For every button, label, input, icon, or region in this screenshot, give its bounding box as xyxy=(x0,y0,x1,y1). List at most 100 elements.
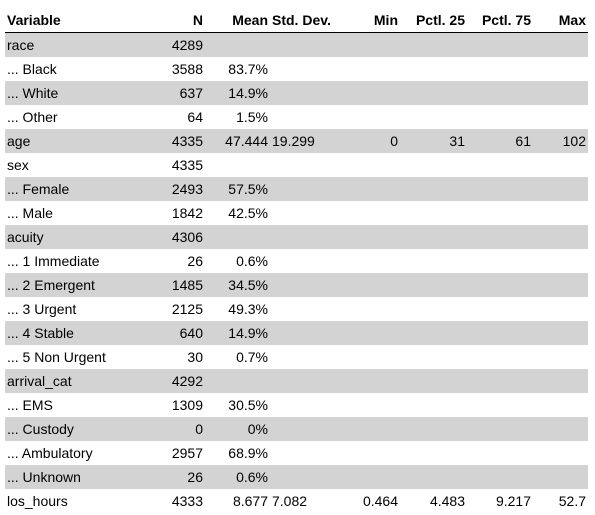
n-cell: 4289 xyxy=(143,32,205,57)
variable-cell: ... White xyxy=(5,81,143,105)
variable-cell: ... Ambulatory xyxy=(7,445,93,461)
min-cell xyxy=(337,177,400,201)
pctl-75-cell xyxy=(467,153,533,177)
pctl-75-cell xyxy=(467,57,533,81)
pctl-25-cell xyxy=(400,153,467,177)
n-cell: 30 xyxy=(187,349,203,365)
table-row: arrival_cat 4292 xyxy=(5,369,588,393)
pctl-25-cell xyxy=(400,345,467,369)
header-pctl-75: Pctl. 75 xyxy=(467,8,533,33)
max-cell xyxy=(533,153,588,177)
max-cell xyxy=(533,105,588,129)
variable-cell: ... Male xyxy=(7,205,53,221)
table-row: ... 3 Urgent 2125 49.3% xyxy=(5,297,588,321)
std-dev-cell xyxy=(270,225,337,249)
variable-cell: los_hours xyxy=(7,493,68,509)
table-row: ... Other 64 1.5% xyxy=(5,105,588,129)
min-cell xyxy=(337,321,400,345)
mean-cell: 0.6% xyxy=(205,465,270,489)
n-cell: 2125 xyxy=(171,301,203,317)
mean-cell: 0.7% xyxy=(236,349,268,365)
pctl-25-cell xyxy=(400,321,467,345)
max-cell xyxy=(533,81,588,105)
max-cell xyxy=(533,201,588,225)
std-dev-cell xyxy=(270,369,337,393)
table-row: ... White 637 14.9% xyxy=(5,81,588,105)
mean-cell xyxy=(205,225,270,249)
table-row: ... EMS 1309 30.5% xyxy=(5,393,588,417)
std-dev-cell xyxy=(270,345,337,369)
variable-cell: ... Custody xyxy=(5,417,143,441)
mean-cell xyxy=(205,369,270,393)
pctl-25-cell xyxy=(400,249,467,273)
std-dev-cell xyxy=(270,441,337,465)
table-row: sex 4335 xyxy=(5,153,588,177)
table-row: acuity 4306 xyxy=(5,225,588,249)
table-row: ... Male 1842 42.5% xyxy=(5,201,588,225)
max-cell xyxy=(533,465,588,489)
n-cell: 1309 xyxy=(171,397,203,413)
pctl-75-cell xyxy=(467,465,533,489)
mean-cell xyxy=(205,153,270,177)
table-row: ... Unknown 26 0.6% xyxy=(5,465,588,489)
mean-cell: 42.5% xyxy=(228,205,268,221)
variable-cell: ... Other xyxy=(7,109,58,125)
min-cell: 0.464 xyxy=(362,493,398,509)
table-row: age 4335 47.444 19.299 0 31 61 102 xyxy=(5,129,588,153)
variable-cell: ... 3 Urgent xyxy=(7,301,77,317)
table-row: ... Female 2493 57.5% xyxy=(5,177,588,201)
table-row: race 4289 xyxy=(5,32,588,57)
pctl-75-cell xyxy=(467,417,533,441)
max-cell: 52.7 xyxy=(558,493,586,509)
min-cell xyxy=(337,153,400,177)
pctl-75-cell xyxy=(467,32,533,57)
pctl-25-cell: 31 xyxy=(400,129,467,153)
max-cell xyxy=(533,32,588,57)
table-row: ... Custody 0 0% xyxy=(5,417,588,441)
variable-cell: ... Female xyxy=(5,177,143,201)
min-cell xyxy=(337,441,400,465)
pctl-75-cell xyxy=(467,273,533,297)
mean-cell: 57.5% xyxy=(205,177,270,201)
header-pctl-25: Pctl. 25 xyxy=(400,8,467,33)
max-cell xyxy=(533,441,588,465)
header-mean: Mean xyxy=(205,8,270,33)
header-min: Min xyxy=(337,8,400,33)
table-row: ... 1 Immediate 26 0.6% xyxy=(5,249,588,273)
min-cell: 0 xyxy=(337,129,400,153)
variable-cell: acuity xyxy=(5,225,143,249)
variable-cell: ... 1 Immediate xyxy=(7,253,100,269)
variable-cell: ... Unknown xyxy=(5,465,143,489)
mean-cell: 83.7% xyxy=(228,61,268,77)
pctl-75-cell xyxy=(467,393,533,417)
mean-cell: 14.9% xyxy=(205,81,270,105)
table-body: race 4289... Black 3588 83.7%... White 637 14… xyxy=(5,32,588,514)
pctl-75-cell xyxy=(467,345,533,369)
variable-cell: ... 2 Emergent xyxy=(5,273,143,297)
max-cell xyxy=(533,369,588,393)
min-cell xyxy=(337,273,400,297)
mean-cell: 49.3% xyxy=(228,301,268,317)
pctl-75-cell xyxy=(467,249,533,273)
n-cell: 637 xyxy=(143,81,205,105)
min-cell xyxy=(337,201,400,225)
max-cell xyxy=(533,393,588,417)
max-cell xyxy=(533,273,588,297)
min-cell xyxy=(337,345,400,369)
max-cell xyxy=(533,249,588,273)
std-dev-cell: 7.082 xyxy=(272,493,308,509)
n-cell: 4333 xyxy=(171,493,203,509)
pctl-75-cell xyxy=(467,177,533,201)
max-cell: 102 xyxy=(533,129,588,153)
std-dev-cell xyxy=(270,177,337,201)
std-dev-cell xyxy=(270,153,337,177)
pctl-25-cell xyxy=(400,441,467,465)
mean-cell xyxy=(205,32,270,57)
mean-cell: 8.677 xyxy=(232,493,268,509)
variable-cell: ... 4 Stable xyxy=(5,321,143,345)
std-dev-cell xyxy=(270,417,337,441)
pctl-25-cell xyxy=(400,393,467,417)
max-cell xyxy=(533,177,588,201)
pctl-25-cell xyxy=(400,177,467,201)
n-cell: 2493 xyxy=(143,177,205,201)
